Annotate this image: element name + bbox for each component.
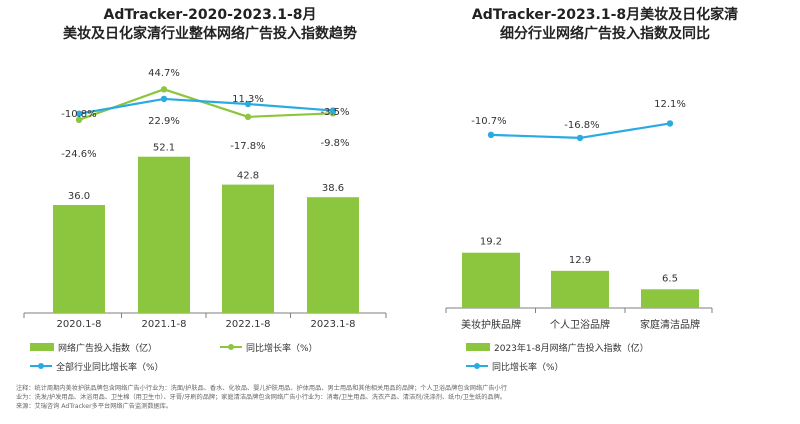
left-legend-bar-swatch [30, 343, 54, 351]
right-x-tick-label-1: 个人卫浴品牌 [550, 318, 610, 331]
left-x-tick-label-2: 2022.1-8 [226, 319, 271, 330]
left-yoy-point-2 [244, 113, 252, 121]
right-yoy-label-0: -10.7% [471, 116, 506, 127]
right-yoy-point-0 [487, 131, 495, 139]
footnote-line-2: 业为：洗发/护发用品、沐浴用品、卫生棉（用卫生巾）、牙膏/牙刷的品牌；家庭清洁品… [16, 394, 506, 401]
right-bar-label-2: 6.5 [662, 273, 678, 284]
right-x-tick-label-0: 美妆护肤品牌 [461, 318, 521, 331]
left-overall-label-1: 22.9% [148, 116, 180, 127]
left-x-tick-label-1: 2021.1-8 [142, 319, 187, 330]
right-bar-2 [641, 289, 699, 308]
left-yoy-label-3: -9.8% [320, 138, 349, 149]
left-yoy-label-1: 44.7% [148, 68, 180, 79]
left-yoy-point-1 [160, 86, 168, 93]
left-legend-overall-text: 全部行业同比增长率（%） [56, 361, 164, 373]
left-chart-title-line1: AdTracker-2020-2023.1-8月 [103, 7, 317, 23]
left-overall-line [78, 97, 334, 115]
left-legend-overall-dot [38, 363, 44, 369]
left-bar-1 [138, 156, 190, 313]
left-overall-label-3: -3.5% [320, 107, 349, 118]
right-chart-title: AdTracker-2023.1-8月美妆及日化家清 细分行业网络广告投入指数及… [420, 6, 790, 44]
left-bar-label-1: 52.1 [153, 143, 175, 154]
left-x-tick-label-3: 2023.1-8 [311, 319, 356, 330]
right-yoy-label-2: 12.1% [654, 99, 686, 110]
left-overall-point-1 [160, 95, 168, 103]
right-x-tick-label-2: 家庭清洁品牌 [640, 318, 700, 331]
left-overall-point-0 [75, 110, 83, 117]
left-bar-3 [307, 197, 359, 313]
right-chart-title-line2: 细分行业网络广告投入指数及同比 [500, 26, 710, 42]
left-legend-yoy-text: 同比增长率（%） [246, 342, 318, 354]
left-overall-point-2 [244, 100, 252, 108]
left-bar-0 [53, 205, 105, 313]
left-legend-bar-text: 网络广告投入指数（亿） [58, 342, 157, 354]
left-legend-yoy-dot [228, 344, 234, 350]
right-legend-bar-text: 2023年1-8月网络广告投入指数（亿） [494, 342, 649, 354]
right-yoy-point-2 [666, 120, 674, 127]
right-legend-bar-swatch [466, 343, 490, 351]
right-legend-yoy-dot [474, 363, 480, 369]
right-bar-1 [551, 270, 609, 308]
left-bar-label-2: 42.8 [237, 171, 259, 182]
left-x-tick-label-0: 2020.1-8 [57, 319, 102, 330]
right-bar-0 [462, 252, 520, 308]
left-bar-label-0: 36.0 [68, 191, 90, 202]
left-bar-2 [222, 184, 274, 313]
left-bar-label-3: 38.6 [322, 183, 344, 194]
left-overall-label-2: 11.3% [232, 94, 264, 105]
left-yoy-label-0: -24.6% [61, 149, 96, 160]
left-overall-point-3 [329, 107, 337, 114]
right-chart-title-line1: AdTracker-2023.1-8月美妆及日化家清 [471, 7, 739, 23]
footnote-line-1: 注释：统计周期内美妆护肤品牌包含网络广告小行业为：洗面/护肤品、香水、化妆品、婴… [16, 385, 507, 392]
right-yoy-point-1 [576, 134, 584, 142]
footnote-line-3: 来源：艾瑞咨询 AdTracker多平台网络广告监测数据库。 [16, 403, 173, 410]
right-yoy-label-1: -16.8% [564, 120, 599, 131]
footnotes: 注释：统计周期内美妆护肤品牌包含网络广告小行业为：洗面/护肤品、香水、化妆品、婴… [16, 384, 786, 411]
right-chart: 19.2 美妆护肤品牌 12.9 个人卫浴品牌 6.5 家庭清洁品牌 -10.7% -16.8… [445, 99, 713, 373]
right-bar-label-0: 19.2 [480, 237, 502, 248]
left-chart: 36.0 2020.1-8 52.1 2021.1-8 42.8 2022.1-8 38.6… [23, 68, 387, 373]
right-bar-label-1: 12.9 [569, 255, 591, 266]
left-chart-title: AdTracker-2020-2023.1-8月 美妆及日化家清行业整体网络广告… [20, 6, 400, 44]
left-yoy-line [78, 88, 334, 121]
left-overall-label-0: -10.8% [61, 109, 96, 120]
left-yoy-label-2: -17.8% [230, 141, 265, 152]
left-chart-title-line2: 美妆及日化家清行业整体网络广告投入指数趋势 [63, 26, 357, 42]
left-yoy-point-0 [75, 116, 83, 124]
right-legend-yoy-text: 同比增长率（%） [492, 361, 564, 373]
